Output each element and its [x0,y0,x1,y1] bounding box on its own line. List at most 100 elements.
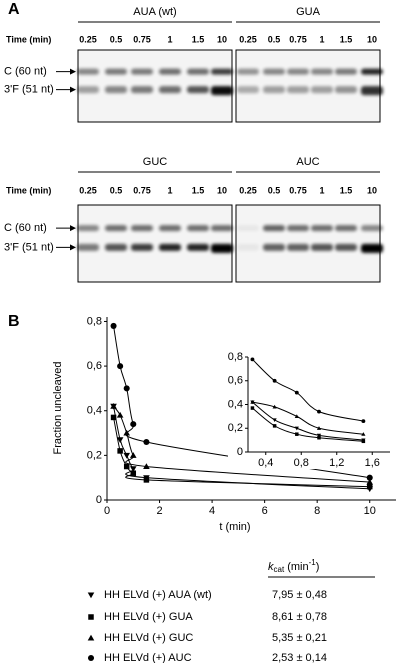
point [295,432,299,436]
time-value: 1 [167,34,172,44]
time-value: 1 [167,185,172,195]
band [131,243,153,251]
legend-entry: HH ELVd (+) GUC [104,632,193,644]
time-label: Time (min) [6,34,51,44]
time-value: 1.5 [340,185,353,195]
band [77,225,99,232]
point [129,452,137,458]
gel-frame [77,204,233,283]
point [123,385,130,392]
gel-title: AUC [296,156,319,168]
y-tick-label: 0,8 [87,315,102,327]
band [311,225,333,232]
time-value: 0.25 [79,185,97,195]
point [87,654,95,662]
band [105,68,127,75]
band [211,243,233,253]
band [237,68,259,75]
band [237,225,259,232]
gel-title: GUA [296,6,321,18]
point [317,436,321,440]
time-label: Time (min) [6,185,51,195]
point [272,378,277,383]
band [361,68,383,75]
band [105,225,127,232]
band [131,86,153,94]
band [287,243,309,251]
point [294,414,299,418]
point [366,474,373,481]
x-tick-label: 0,4 [258,457,273,469]
band [263,225,285,232]
x-tick-label: 10 [364,505,376,517]
point [272,424,277,428]
band [287,68,309,75]
point [123,463,130,470]
point [250,400,255,404]
band-label: 3'F (51 nt) [4,241,54,253]
point [117,363,124,370]
point [250,406,255,410]
plot-area [250,357,366,444]
point [294,426,299,431]
band [105,243,127,251]
band [361,243,383,253]
time-value: 0.75 [289,185,307,195]
band [237,243,259,251]
time-value: 1.5 [340,34,353,44]
gel-frame [235,49,381,123]
gel-frame [235,204,381,283]
time-value: 10 [217,34,227,44]
x-tick-label: 4 [209,505,215,517]
point [143,477,150,483]
x-tick-label: 0,8 [294,457,309,469]
x-tick-label: 2 [156,505,162,517]
band [211,225,233,232]
y-tick-label: 0,2 [228,422,243,434]
time-value: 0.75 [133,185,151,195]
time-value: 0.5 [110,34,123,44]
point [130,470,137,476]
band [159,68,181,75]
band [335,68,357,75]
band [335,86,357,94]
band [311,243,333,251]
x-tick-label: 1,2 [329,457,344,469]
band [131,225,153,232]
band-label: 3'F (51 nt) [4,84,54,96]
band [159,86,181,94]
point [123,452,131,459]
x-tick-label: 8 [314,505,320,517]
gel-frame [77,49,233,123]
point [88,614,94,620]
x-tick-label: 1,6 [365,457,380,469]
band [187,86,209,94]
point [130,421,137,428]
band [187,68,209,75]
time-value: 0.5 [268,34,281,44]
point [110,402,117,409]
header-part: cat [274,565,285,574]
point [361,439,366,444]
band [263,86,285,94]
band [311,86,333,94]
arrow-head [70,86,76,93]
band [77,86,99,94]
time-value: 10 [367,34,377,44]
band [131,68,153,75]
point [316,426,322,430]
band [335,225,357,232]
point [272,404,277,409]
y-tick-label: 0,4 [228,398,243,410]
arrow-head [70,68,76,75]
band [77,68,99,75]
time-value: 1.5 [192,34,205,44]
legend-entry: HH ELVd (+) AUC [104,652,192,663]
time-value: 10 [217,185,227,195]
time-value: 0.5 [268,185,281,195]
gel-title: GUC [143,156,168,168]
point [272,418,277,423]
y-axis-title: Fraction uncleaved [52,362,64,455]
kcat-value: 5,35 ± 0,21 [272,632,327,644]
